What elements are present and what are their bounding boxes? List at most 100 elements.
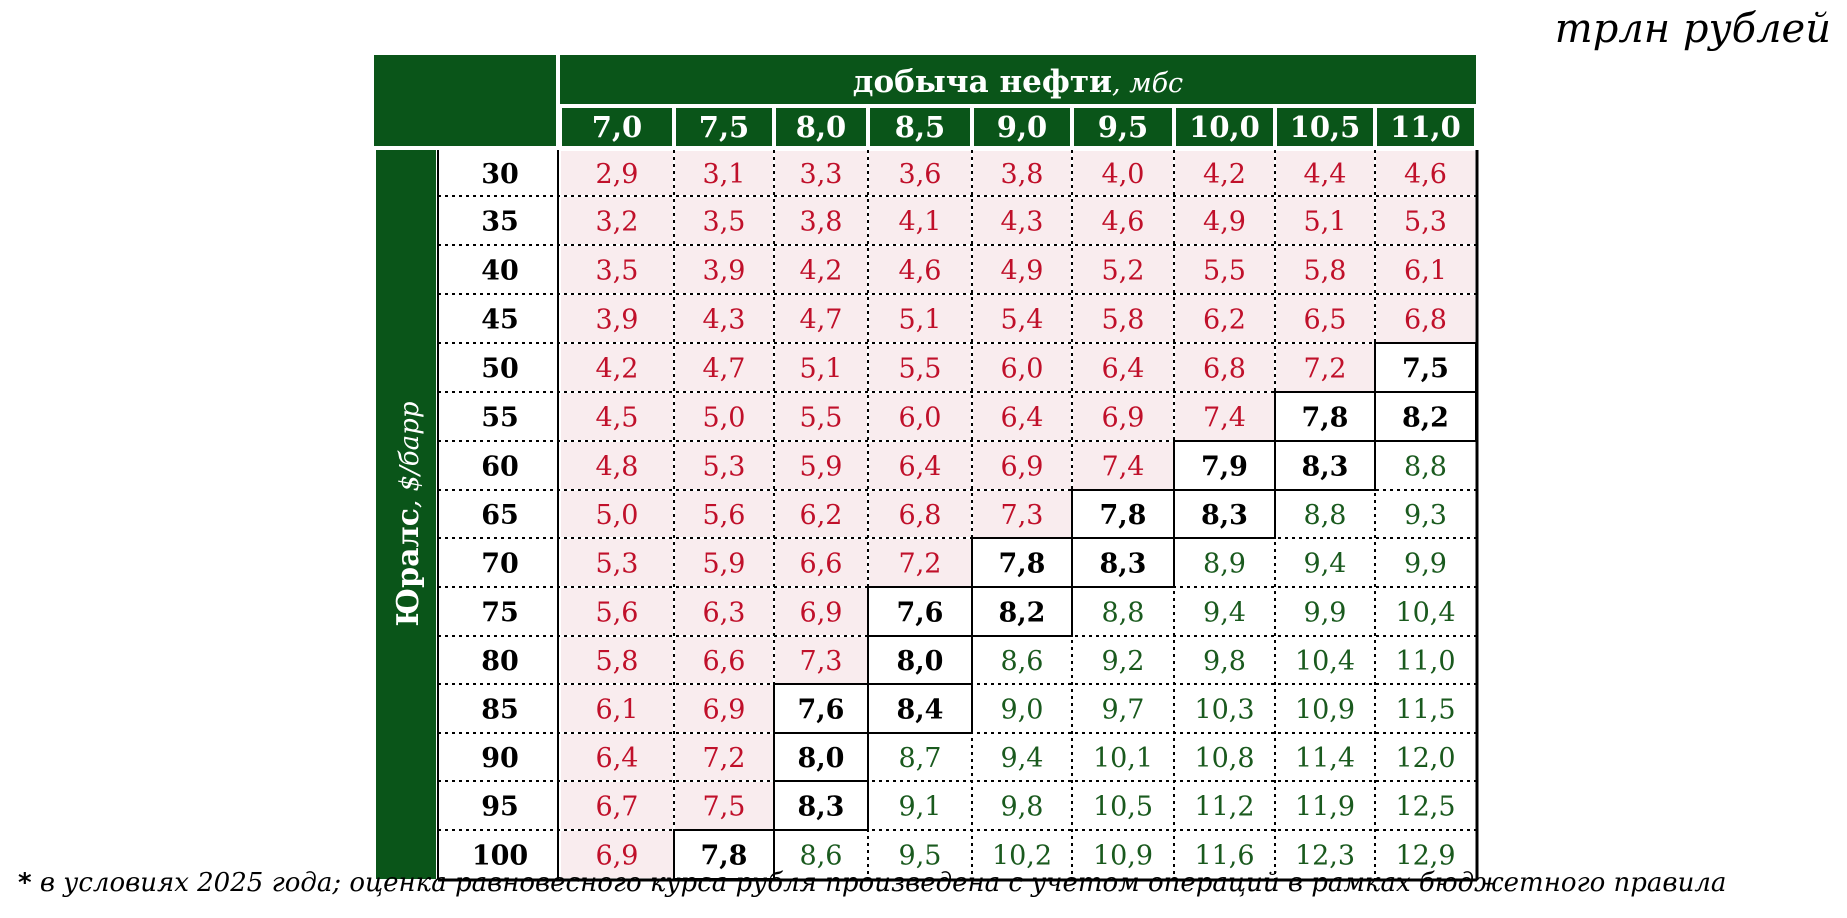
cell-value: 5,8 [1304,256,1347,287]
y-tick-label: 70 [481,549,519,580]
cell-value: 4,6 [899,256,942,287]
x-tick-bg-6 [1176,108,1273,146]
cell-value: 7,6 [798,695,845,726]
cell-value: 7,9 [1201,452,1248,483]
balance-cell-outline [673,829,775,880]
cell-bg [869,246,971,293]
cell-bg [561,685,673,732]
cell-bg [675,685,773,732]
cell-bg [675,151,773,195]
y-tick-label: 65 [481,500,519,531]
unit-label: трлн рублей [1554,6,1831,52]
cell-bg [775,151,867,195]
cell-value: 2,9 [596,159,639,190]
x-tick-bg-1 [676,108,772,146]
cell-bg [775,393,867,440]
cell-value: 10,3 [1194,695,1254,726]
cell-value: 4,3 [703,305,746,336]
cell-value: 9,4 [1304,549,1347,580]
cell-value: 8,2 [999,598,1046,629]
cell-bg [1376,197,1475,244]
x-axis-label: добыча нефти [853,64,1112,100]
cell-value: 8,6 [1001,646,1044,677]
cell-value: 9,9 [1404,549,1447,580]
cell-bg [675,588,773,635]
footnote-text: в условиях 2025 года; оценка равновесног… [31,868,1727,898]
x-tick-label: 9,0 [997,110,1047,144]
cell-value: 8,7 [899,743,942,774]
cell-bg [675,442,773,489]
cell-bg [775,295,867,342]
cell-bg [561,246,673,293]
cell-bg [1073,344,1173,391]
cell-bg [675,539,773,586]
cell-bg [869,539,971,586]
cell-value: 5,2 [1102,256,1145,287]
cell-value: 12,9 [1395,841,1455,872]
cell-value: 5,6 [596,598,639,629]
cell-value: 4,9 [1001,256,1044,287]
cell-bg [561,393,673,440]
cell-bg [1073,197,1173,244]
y-axis-label: Юралс [391,508,426,626]
cell-bg [561,782,673,829]
cell-value: 5,1 [899,305,942,336]
x-tick-bg-7 [1277,108,1373,146]
y-tick-label: 100 [472,841,528,872]
cell-value: 3,5 [596,256,639,287]
cell-value: 10,1 [1093,743,1153,774]
cell-bg [675,734,773,780]
balance-cell-outline [1173,489,1276,539]
x-tick-bg-2 [776,108,866,146]
x-axis-unit: , мбс [1112,68,1183,99]
cell-bg [775,344,867,391]
header-corner [374,55,556,146]
cell-bg [1073,442,1173,489]
cell-bg [1175,151,1274,195]
cell-value: 7,5 [703,792,746,823]
x-tick-label: 8,0 [796,110,846,144]
y-tick-label: 75 [481,598,519,629]
cell-value: 9,8 [1203,646,1246,677]
cell-value: 11,0 [1395,646,1455,677]
cell-bg [775,539,867,586]
cell-value: 5,1 [800,354,843,385]
balance-cell-outline [1071,537,1175,588]
x-tick-label: 7,0 [592,110,642,144]
cell-bg [973,491,1071,537]
y-tick-label: 50 [481,354,519,385]
footnote: * в условиях 2025 года; оценка равновесн… [18,868,1726,898]
cell-bg [675,197,773,244]
cell-bg [561,442,673,489]
cell-bg [775,588,867,635]
cell-value: 6,2 [800,500,843,531]
balance-cell-outline [1374,391,1477,442]
cell-value: 8,8 [1404,452,1447,483]
cell-value: 6,6 [800,549,843,580]
cell-bg [869,151,971,195]
cell-value: 8,8 [1102,598,1145,629]
y-tick-label: 60 [481,452,519,483]
cell-bg [675,491,773,537]
cell-value: 7,3 [800,646,843,677]
cell-value: 8,3 [1302,452,1349,483]
y-axis-header-band [376,150,436,879]
balance-cell-outline [867,683,973,734]
cell-value: 5,4 [1001,305,1044,336]
cell-bg [1175,344,1274,391]
cell-value: 8,3 [1201,500,1248,531]
y-axis-unit: , $/барр [395,401,425,508]
cell-bg [675,393,773,440]
cell-bg [869,197,971,244]
cell-value: 3,1 [703,159,746,190]
cell-value: 5,5 [899,354,942,385]
cell-value: 5,5 [1203,256,1246,287]
cell-value: 5,0 [596,500,639,531]
cell-value: 7,2 [703,743,746,774]
cell-value: 12,0 [1395,743,1455,774]
cell-value: 11,9 [1295,792,1355,823]
y-axis-title: Юралс, $/барр [391,401,426,626]
cell-value: 6,2 [1203,305,1246,336]
cell-value: 8,2 [1402,403,1449,434]
